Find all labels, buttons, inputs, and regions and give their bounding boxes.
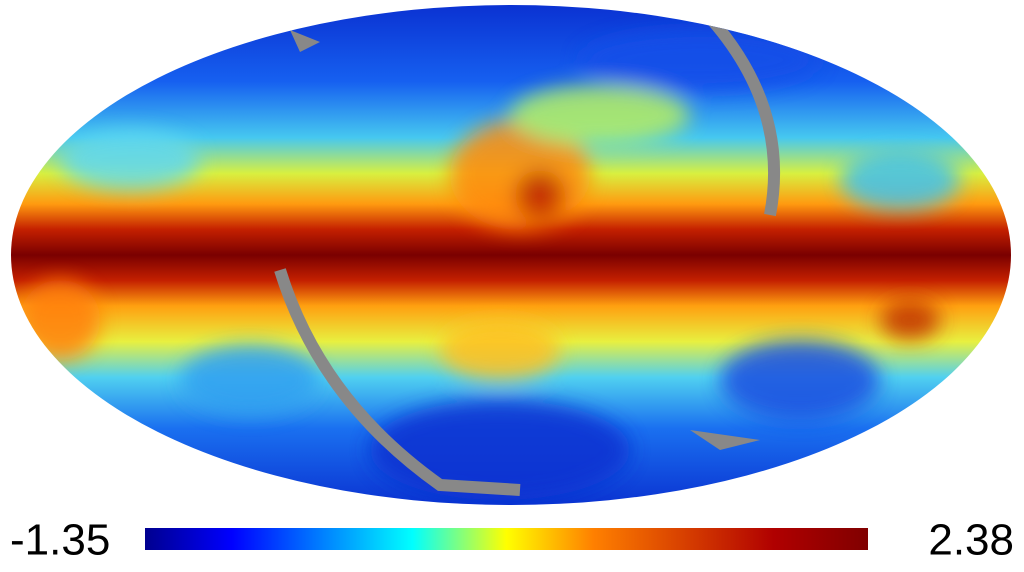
colorbar — [145, 528, 868, 550]
colorbar-max-label: 2.38 — [928, 516, 1014, 565]
mollweide-map — [11, 5, 1011, 505]
colorbar-min-label: -1.35 — [10, 516, 110, 565]
